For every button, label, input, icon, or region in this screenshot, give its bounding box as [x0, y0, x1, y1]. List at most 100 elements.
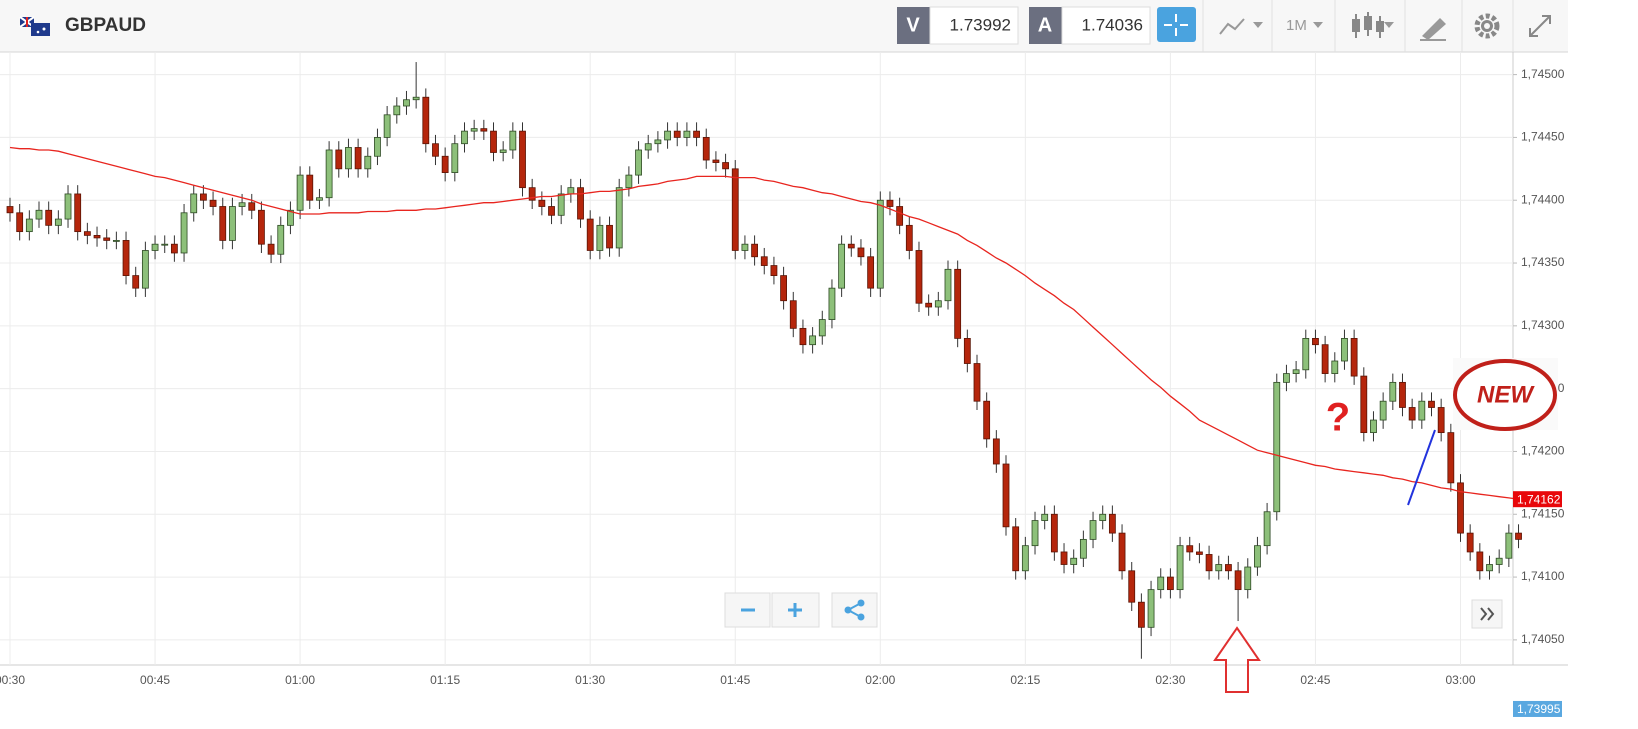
candle-body: [45, 209, 53, 226]
sell-price[interactable]: 1.73992: [950, 15, 1011, 34]
candle-body: [780, 275, 787, 302]
symbol: GBPAUD: [65, 15, 146, 36]
share[interactable]: [831, 592, 878, 628]
candle-body: [644, 143, 652, 151]
candle-body: [1321, 344, 1329, 374]
fullscreen-button[interactable]: [1529, 15, 1551, 37]
candle-body: [1389, 381, 1397, 402]
sell-box[interactable]: [929, 6, 1019, 45]
candle-body: [973, 363, 981, 402]
x-tick-label: 03:00: [1445, 673, 1475, 687]
candle-body: [702, 137, 710, 161]
settings-button[interactable]: [1474, 13, 1500, 39]
candle-body: [180, 212, 188, 254]
candle-body: [190, 193, 198, 214]
timeframe[interactable]: 1M: [1286, 17, 1307, 34]
candle-body: [722, 162, 729, 170]
candle-body: [1399, 381, 1406, 408]
candle-body: [1360, 375, 1368, 434]
candle-body: [325, 149, 333, 199]
buy-box[interactable]: [1061, 6, 1151, 45]
timeframe-caret[interactable]: [1313, 22, 1323, 28]
candle-body: [374, 137, 381, 157]
candle-body: [925, 302, 933, 308]
candle-body: [577, 187, 584, 220]
badge-text: NEW: [1477, 381, 1535, 408]
candle-body: [818, 319, 826, 337]
candle-body: [1476, 551, 1484, 572]
candle-body: [1379, 400, 1387, 421]
candle-body: [170, 243, 178, 254]
candle-body: [886, 199, 894, 207]
candle-body: [1099, 513, 1107, 521]
candle-body: [1292, 369, 1300, 374]
candle-body: [1215, 564, 1223, 572]
x-tick-label: 02:15: [1010, 673, 1040, 687]
candle-body: [760, 256, 768, 266]
candle-body: [1486, 564, 1493, 572]
x-tick-label: 02:00: [865, 673, 895, 687]
x-tick-label: 01:00: [285, 673, 315, 687]
candle-body: [354, 147, 362, 170]
candle-body: [1341, 338, 1348, 362]
buy-price[interactable]: 1.74036: [1082, 15, 1143, 34]
indicator-button[interactable]: [1219, 18, 1263, 35]
scroll-latest-button[interactable]: [1471, 599, 1503, 629]
flag-icon: [19, 16, 50, 36]
candle-body: [277, 224, 285, 255]
candle-body: [1273, 381, 1281, 513]
candle-body: [731, 168, 739, 251]
sell-label[interactable]: V: [906, 14, 920, 36]
candle-body: [112, 240, 120, 242]
moving-average: [9, 146, 1519, 500]
share-icon[interactable]: [844, 599, 865, 621]
candle-body: [16, 212, 24, 233]
draw-tool-button[interactable]: [1420, 18, 1446, 41]
candle-body: [470, 128, 478, 132]
candle-body: [596, 224, 604, 251]
x-tick-label: 01:30: [575, 673, 605, 687]
x-tick-label: 01:15: [430, 673, 460, 687]
candle-body: [1225, 564, 1232, 572]
candle-body: [809, 335, 817, 346]
new-badge: NEW: [1453, 358, 1558, 431]
buy-label[interactable]: A: [1038, 14, 1052, 36]
marks: [6, 62, 1522, 659]
candle-body: [451, 143, 459, 173]
candle-body: [1428, 400, 1435, 408]
chart-type-button[interactable]: [1352, 12, 1394, 38]
candle-body: [1050, 513, 1058, 553]
crosshair-button[interactable]: [1157, 7, 1196, 42]
candle-body: [963, 338, 971, 364]
candle-body: [199, 193, 207, 201]
candle-body: [345, 147, 352, 170]
candle-body: [364, 155, 372, 170]
candle-body: [654, 139, 662, 145]
y-tick-label: 1,74100: [1521, 569, 1565, 583]
x-tick-label: 02:30: [1155, 673, 1185, 687]
candle-body: [954, 268, 962, 339]
candle-body: [151, 243, 159, 251]
drawn-line: [1407, 429, 1436, 506]
candle-body: [480, 128, 488, 132]
candle-body: [983, 400, 991, 440]
y-tick-label: 1,74150: [1521, 506, 1565, 520]
price-flag-label: 1,73995: [1517, 702, 1561, 716]
candle-body: [673, 130, 681, 138]
sell-label-box[interactable]: [897, 7, 930, 44]
candle-body: [122, 240, 130, 276]
candle-body: [528, 187, 536, 201]
arrow-annotation: [1213, 626, 1261, 693]
candle-body: [64, 193, 72, 220]
candle-body: [54, 218, 62, 226]
candle-body: [1118, 532, 1126, 572]
buy-label-box[interactable]: [1029, 7, 1062, 44]
candle-body: [258, 209, 265, 245]
candle-body: [209, 199, 217, 207]
candle-body: [770, 265, 778, 276]
candle-body: [141, 250, 149, 289]
candle-body: [422, 96, 430, 145]
candle-body: [1515, 532, 1522, 540]
candle-body: [1205, 554, 1213, 572]
